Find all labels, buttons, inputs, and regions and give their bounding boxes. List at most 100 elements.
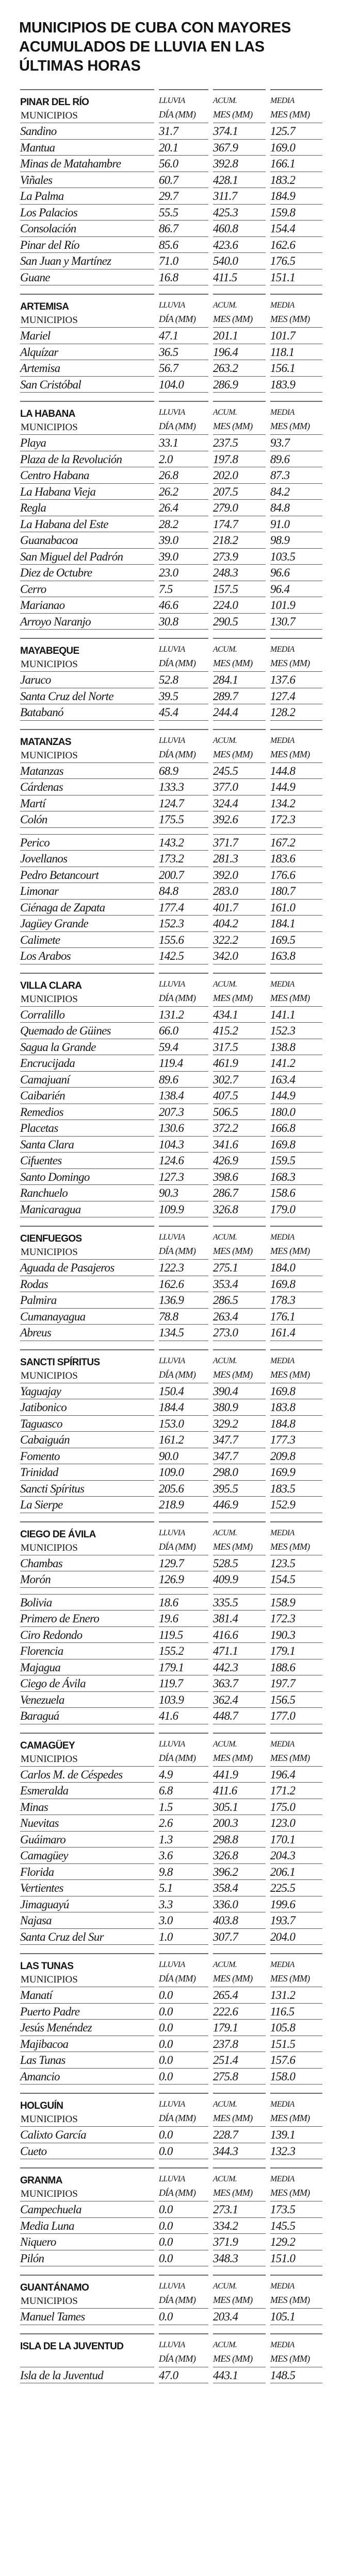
lluvia-dia-value: 36.5: [159, 344, 208, 360]
acum-mes-value: 286.9: [213, 377, 266, 393]
municipio-name: Remedios: [20, 1104, 154, 1120]
acum-mes-value: 348.3: [213, 2250, 266, 2266]
municipio-name: Santa Cruz del Norte: [20, 688, 154, 704]
media-mes-value: 183.2: [270, 172, 322, 188]
media-mes-value: 177.3: [270, 1432, 322, 1448]
column-unit-lluvia-dia: DÍA (MM): [159, 749, 196, 759]
acum-mes-value: 374.1: [213, 123, 266, 140]
lluvia-dia-value: 7.5: [159, 581, 208, 597]
table-row: Minas de Matahambre 56.0 392.8 166.1: [20, 156, 324, 172]
media-mes-value: 156.5: [270, 1692, 322, 1708]
lluvia-dia-value: 52.8: [159, 672, 208, 688]
municipio-name: Cárdenas: [20, 779, 154, 795]
column-unit-lluvia-dia: DÍA (MM): [159, 314, 196, 324]
municipio-name: Jesús Menéndez: [20, 2020, 154, 2036]
lluvia-dia-value: 78.8: [159, 1309, 208, 1325]
lluvia-dia-value: 124.7: [159, 795, 208, 811]
table-row: Campechuela 0.0 273.1 173.5: [20, 2201, 324, 2218]
lluvia-dia-value: 56.7: [159, 360, 208, 377]
lluvia-dia-value: 155.6: [159, 932, 208, 948]
municipio-name: Cerro: [20, 581, 154, 597]
municipio-name: Santa Cruz del Sur: [20, 1929, 154, 1945]
lluvia-dia-value: 104.0: [159, 377, 208, 393]
lluvia-dia-value: 2.6: [159, 1815, 208, 1832]
header-lluvia-dia-cell: LLUVIA DÍA (MM): [159, 401, 208, 435]
acum-mes-value: 392.6: [213, 811, 266, 828]
media-mes-value: 96.6: [270, 565, 322, 581]
acum-mes-value: 395.5: [213, 1481, 266, 1497]
acum-mes-value: 224.0: [213, 597, 266, 614]
municipio-name: Palmira: [20, 1292, 154, 1309]
media-mes-value: 105.8: [270, 2020, 322, 2036]
municipio-name: Vertientes: [20, 1880, 154, 1896]
municipio-name: La Habana del Este: [20, 516, 154, 532]
header-municipios-cell: ISLA DE LA JUVENTUD: [20, 2333, 154, 2367]
header-acum-mes-cell: ACUM. MES (MM): [213, 401, 266, 435]
table-row: Majagua 179.1 442.3 188.6: [20, 1659, 324, 1675]
table-row: Perico 143.2 371.7 167.2: [20, 834, 324, 851]
table-row: Media Luna 0.0 334.2 145.5: [20, 2218, 324, 2234]
acum-mes-value: 279.0: [213, 500, 266, 516]
province-table: PINAR DEL RÍO MUNICIPIOS LLUVIA DÍA (MM) ACU…: [20, 89, 324, 285]
municipio-name: Morón: [20, 1571, 154, 1588]
column-unit-acum-mes: MES (MM): [213, 109, 253, 120]
acum-mes-value: 179.1: [213, 2020, 266, 2036]
acum-mes-value: 251.4: [213, 2052, 266, 2069]
media-mes-value: 144.8: [270, 763, 322, 779]
media-mes-value: 225.5: [270, 1880, 322, 1896]
column-unit-media-mes: MES (MM): [270, 1973, 310, 1984]
media-mes-value: 180.0: [270, 1104, 322, 1120]
row-group: Chambas 129.7 528.5 123.5 Morón 126.9 409.9 154…: [20, 1555, 324, 1588]
acum-mes-value: 341.6: [213, 1137, 266, 1153]
lluvia-dia-value: 60.7: [159, 172, 208, 188]
lluvia-dia-value: 6.8: [159, 1783, 208, 1799]
municipio-name: Sandino: [20, 123, 154, 140]
municipio-name: Diez de Octubre: [20, 565, 154, 581]
table-row: Amancio 0.0 275.8 158.0: [20, 2069, 324, 2084]
province-name: GRANMA: [20, 2175, 63, 2186]
header-lluvia-dia-cell: LLUVIA DÍA (MM): [159, 1226, 208, 1260]
media-mes-value: 137.6: [270, 672, 322, 688]
table-row: Najasa 3.0 403.8 193.7: [20, 1912, 324, 1929]
municipio-name: Aguada de Pasajeros: [20, 1260, 154, 1276]
municipio-name: Cifuentes: [20, 1153, 154, 1169]
municipio-name: Los Palacios: [20, 205, 154, 221]
acum-mes-value: 273.9: [213, 549, 266, 565]
province-table: GUANTÁNAMO MUNICIPIOS LLUVIA DÍA (MM) ACUM. M…: [20, 2275, 324, 2325]
row-group: Isla de la Juventud 47.0 443.1 148.5: [20, 2367, 324, 2383]
media-mes-value: 183.6: [270, 851, 322, 867]
row-group: Jaruco 52.8 284.1 137.6 Santa Cruz del Norte…: [20, 672, 324, 721]
province-name: VILLA CLARA: [20, 980, 82, 991]
municipio-name: Guanabacoa: [20, 532, 154, 549]
acum-mes-value: 286.7: [213, 1185, 266, 1201]
row-group: Campechuela 0.0 273.1 173.5 Media Luna 0.0 334…: [20, 2201, 324, 2266]
media-mes-value: 84.2: [270, 484, 322, 500]
province-name: HOLGUÍN: [20, 2100, 63, 2111]
municipio-name: Jatibonico: [20, 1399, 154, 1416]
acum-mes-value: 174.7: [213, 516, 266, 532]
lluvia-dia-value: 3.0: [159, 1912, 208, 1929]
municipio-name: Calixto García: [20, 2127, 154, 2143]
column-header-media-mes: MEDIA: [270, 1528, 294, 1537]
municipio-name: Pedro Betancourt: [20, 867, 154, 883]
acum-mes-value: 392.8: [213, 156, 266, 172]
acum-mes-value: 344.3: [213, 2143, 266, 2159]
municipio-name: Ranchuelo: [20, 1185, 154, 1201]
table-header: CIENFUEGOS MUNICIPIOS LLUVIA DÍA (MM) ACUM. M…: [20, 1226, 324, 1260]
column-header-acum-mes: ACUM.: [213, 301, 237, 310]
column-header-acum-mes: ACUM.: [213, 408, 237, 417]
header-acum-mes-cell: ACUM. MES (MM): [213, 2275, 266, 2309]
municipio-name: Mantua: [20, 140, 154, 156]
acum-mes-value: 203.4: [213, 2309, 266, 2325]
lluvia-dia-value: 138.4: [159, 1088, 208, 1104]
column-header-media-mes: MEDIA: [270, 2175, 294, 2183]
table-row: Corralillo 131.2 434.1 141.1: [20, 1007, 324, 1023]
acum-mes-value: 425.3: [213, 205, 266, 221]
table-row: Camagüey 3.6 326.8 204.3: [20, 1848, 324, 1864]
acum-mes-value: 398.6: [213, 1169, 266, 1185]
table-row: Artemisa 56.7 263.2 156.1: [20, 360, 324, 377]
municipio-name: Chambas: [20, 1555, 154, 1571]
municipio-name: Batabanó: [20, 704, 154, 721]
header-acum-mes-cell: ACUM. MES (MM): [213, 2333, 266, 2367]
media-mes-value: 169.8: [270, 1137, 322, 1153]
